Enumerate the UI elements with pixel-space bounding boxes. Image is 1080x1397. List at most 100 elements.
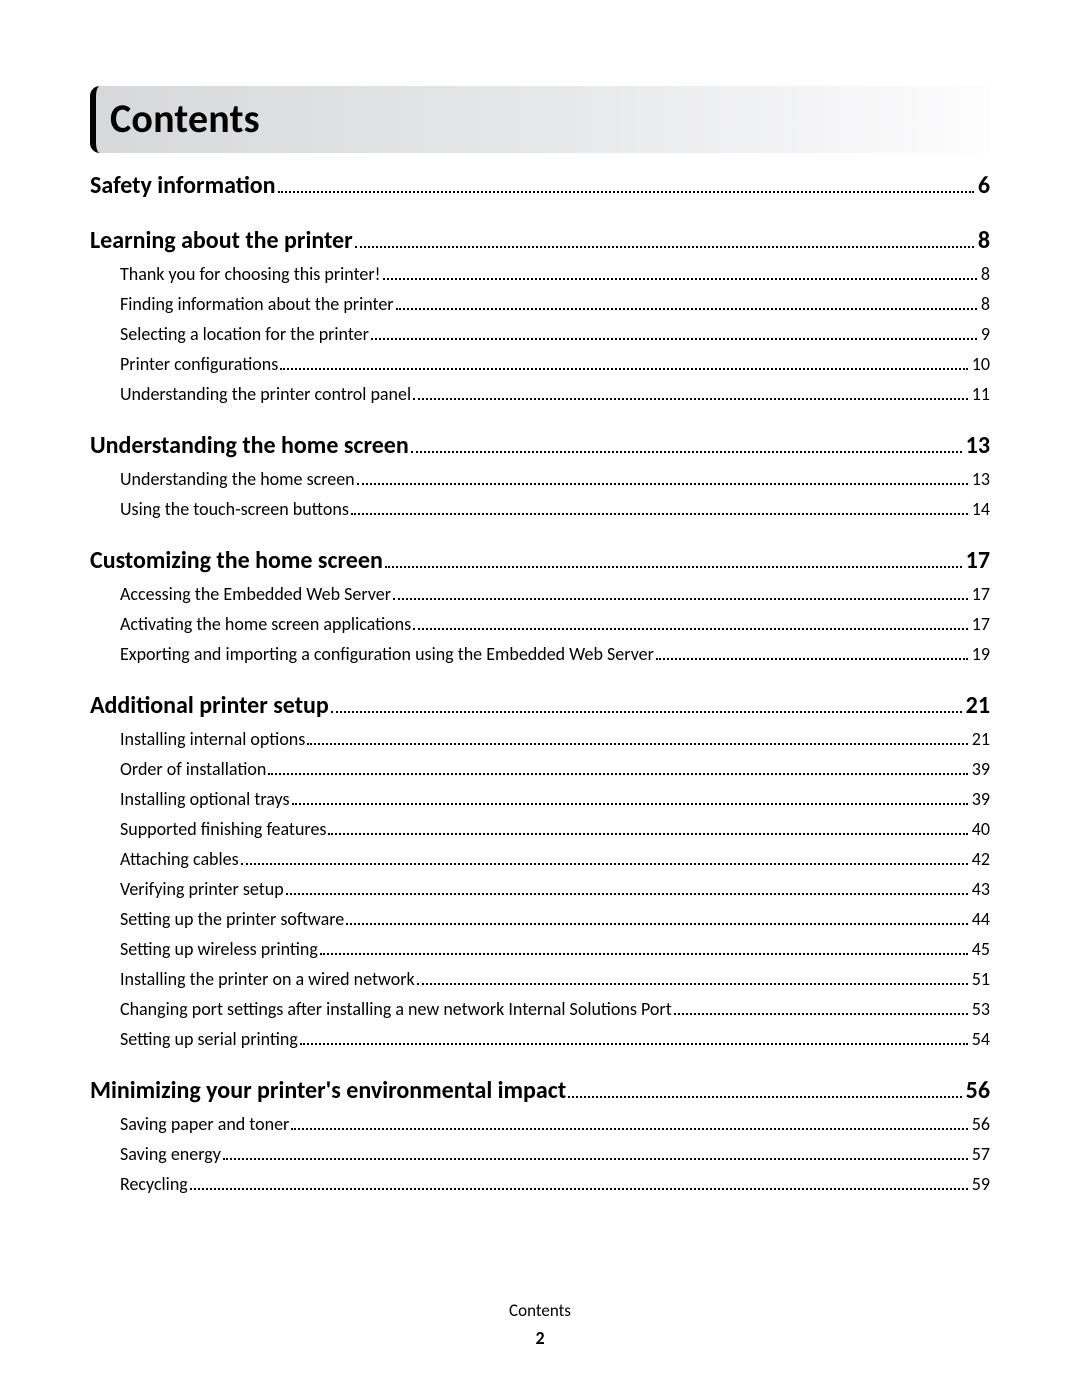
toc-section[interactable]: Additional printer setup21	[90, 691, 990, 720]
toc-section-title: Understanding the home screen	[90, 431, 409, 460]
toc-item-title: Understanding the printer control panel	[120, 383, 411, 405]
toc-item-title: Saving paper and toner	[120, 1113, 289, 1135]
toc-item[interactable]: Order of installation39	[120, 758, 990, 780]
toc-item[interactable]: Recycling59	[120, 1173, 990, 1195]
toc-item[interactable]: Selecting a location for the printer9	[120, 323, 990, 345]
toc-item-title: Installing optional trays	[120, 788, 290, 810]
toc-body: Safety information6 Learning about the pr…	[90, 171, 990, 1195]
toc-section-title: Additional printer setup	[90, 691, 329, 720]
toc-item[interactable]: Exporting and importing a configuration …	[120, 643, 990, 665]
toc-item-title: Saving energy	[120, 1143, 221, 1165]
title-bar: Contents	[90, 86, 990, 153]
toc-item-page: 8	[981, 263, 990, 285]
toc-section-page: 8	[978, 226, 990, 255]
toc-item[interactable]: Supported finishing features40	[120, 818, 990, 840]
toc-section[interactable]: Understanding the home screen13	[90, 431, 990, 460]
leader-dots	[331, 711, 962, 713]
toc-item-title: Selecting a location for the printer	[120, 323, 369, 345]
leader-dots	[385, 566, 962, 568]
leader-dots	[190, 1188, 968, 1190]
leader-dots	[291, 1128, 967, 1130]
toc-item-page: 17	[972, 583, 990, 605]
toc-item[interactable]: Verifying printer setup 43	[120, 878, 990, 900]
leader-dots	[223, 1158, 968, 1160]
toc-item[interactable]: Saving paper and toner 56	[120, 1113, 990, 1135]
toc-item[interactable]: Saving energy 57	[120, 1143, 990, 1165]
leader-dots	[371, 338, 977, 340]
toc-item-page: 17	[972, 613, 990, 635]
leader-dots	[355, 246, 974, 248]
toc-item[interactable]: Installing internal options 21	[120, 728, 990, 750]
page-title: Contents	[110, 94, 976, 143]
toc-section[interactable]: Learning about the printer 8	[90, 226, 990, 255]
toc-item-page: 14	[972, 498, 990, 520]
toc-item-title: Verifying printer setup	[120, 878, 284, 900]
leader-dots	[417, 983, 968, 985]
toc-section-title: Customizing the home screen	[90, 546, 383, 575]
leader-dots	[286, 893, 968, 895]
toc-item-page: 21	[972, 728, 990, 750]
toc-section-title: Safety information	[90, 171, 276, 200]
toc-item[interactable]: Accessing the Embedded Web Server 17	[120, 583, 990, 605]
toc-item[interactable]: Setting up serial printing54	[120, 1028, 990, 1050]
toc-item-title: Understanding the home screen	[120, 468, 355, 490]
toc-item-page: 54	[972, 1028, 990, 1050]
toc-section-title: Minimizing your printer's environmental …	[90, 1076, 566, 1105]
leader-dots	[396, 308, 977, 310]
toc-section-title: Learning about the printer	[90, 226, 353, 255]
toc-item-title: Finding information about the printer	[120, 293, 394, 315]
toc-item-title: Thank you for choosing this printer!	[120, 263, 381, 285]
leader-dots	[413, 628, 968, 630]
toc-item-page: 39	[972, 758, 990, 780]
toc-item-page: 57	[972, 1143, 990, 1165]
leader-dots	[241, 863, 968, 865]
toc-item[interactable]: Setting up the printer software 44	[120, 908, 990, 930]
leader-dots	[357, 483, 968, 485]
toc-item-title: Supported finishing features	[120, 818, 326, 840]
toc-item-title: Accessing the Embedded Web Server	[120, 583, 391, 605]
toc-item-page: 8	[981, 293, 990, 315]
toc-section[interactable]: Customizing the home screen17	[90, 546, 990, 575]
toc-item[interactable]: Activating the home screen applications1…	[120, 613, 990, 635]
leader-dots	[383, 278, 977, 280]
page-footer: Contents 2	[0, 1300, 1080, 1349]
leader-dots	[268, 773, 967, 775]
toc-item-title: Installing internal options	[120, 728, 305, 750]
toc-item-page: 39	[972, 788, 990, 810]
leader-dots	[307, 743, 967, 745]
toc-item-title: Installing the printer on a wired networ…	[120, 968, 415, 990]
toc-item[interactable]: Thank you for choosing this printer! 8	[120, 263, 990, 285]
toc-item-page: 11	[972, 383, 990, 405]
leader-dots	[568, 1096, 962, 1098]
toc-item-page: 56	[972, 1113, 990, 1135]
leader-dots	[411, 451, 962, 453]
toc-item[interactable]: Installing the printer on a wired networ…	[120, 968, 990, 990]
leader-dots	[292, 803, 968, 805]
toc-item-title: Changing port settings after installing …	[120, 998, 672, 1020]
toc-item-page: 42	[972, 848, 990, 870]
toc-item[interactable]: Finding information about the printer 8	[120, 293, 990, 315]
toc-item-page: 43	[972, 878, 990, 900]
toc-item[interactable]: Changing port settings after installing …	[120, 998, 990, 1020]
toc-item-title: Setting up the printer software	[120, 908, 344, 930]
toc-item[interactable]: Attaching cables 42	[120, 848, 990, 870]
toc-section[interactable]: Safety information6	[90, 171, 990, 200]
toc-item-page: 13	[972, 468, 990, 490]
toc-section[interactable]: Minimizing your printer's environmental …	[90, 1076, 990, 1105]
toc-item-page: 44	[972, 908, 990, 930]
toc-item[interactable]: Installing optional trays 39	[120, 788, 990, 810]
toc-section-page: 56	[966, 1076, 990, 1105]
toc-item[interactable]: Understanding the home screen 13	[120, 468, 990, 490]
leader-dots	[413, 398, 968, 400]
toc-item-title: Recycling	[120, 1173, 188, 1195]
toc-item[interactable]: Setting up wireless printing45	[120, 938, 990, 960]
toc-item[interactable]: Understanding the printer control panel 1…	[120, 383, 990, 405]
toc-item-title: Attaching cables	[120, 848, 239, 870]
toc-item-title: Using the touch-screen buttons	[120, 498, 349, 520]
leader-dots	[656, 658, 968, 660]
leader-dots	[674, 1013, 968, 1015]
toc-item-page: 19	[972, 643, 990, 665]
toc-item[interactable]: Printer configurations10	[120, 353, 990, 375]
leader-dots	[393, 598, 968, 600]
toc-item[interactable]: Using the touch-screen buttons 14	[120, 498, 990, 520]
